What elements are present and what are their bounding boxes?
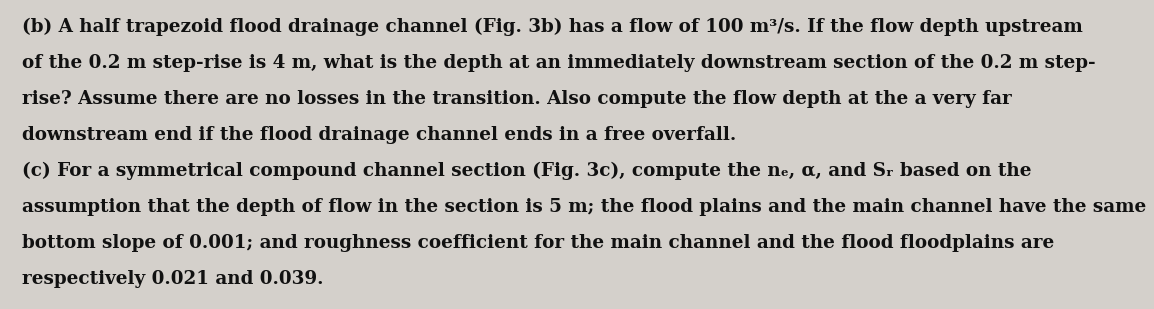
Text: bottom slope of 0.001; and roughness coefficient for the main channel and the fl: bottom slope of 0.001; and roughness coe… bbox=[22, 234, 1055, 252]
Text: respectively 0.021 and 0.039.: respectively 0.021 and 0.039. bbox=[22, 270, 323, 288]
Text: (b) A half trapezoid flood drainage channel (Fig. 3b) has a flow of 100 m³/s. If: (b) A half trapezoid flood drainage chan… bbox=[22, 18, 1082, 36]
Text: of the 0.2 m step-rise is 4 m, what is the depth at an immediately downstream se: of the 0.2 m step-rise is 4 m, what is t… bbox=[22, 54, 1095, 72]
Text: rise? Assume there are no losses in the transition. Also compute the flow depth : rise? Assume there are no losses in the … bbox=[22, 90, 1012, 108]
Text: downstream end if the flood drainage channel ends in a free overfall.: downstream end if the flood drainage cha… bbox=[22, 126, 736, 144]
Text: (c) For a symmetrical compound channel section (Fig. 3c), compute the nₑ, α, and: (c) For a symmetrical compound channel s… bbox=[22, 162, 1032, 180]
Text: assumption that the depth of flow in the section is 5 m; the flood plains and th: assumption that the depth of flow in the… bbox=[22, 198, 1146, 216]
